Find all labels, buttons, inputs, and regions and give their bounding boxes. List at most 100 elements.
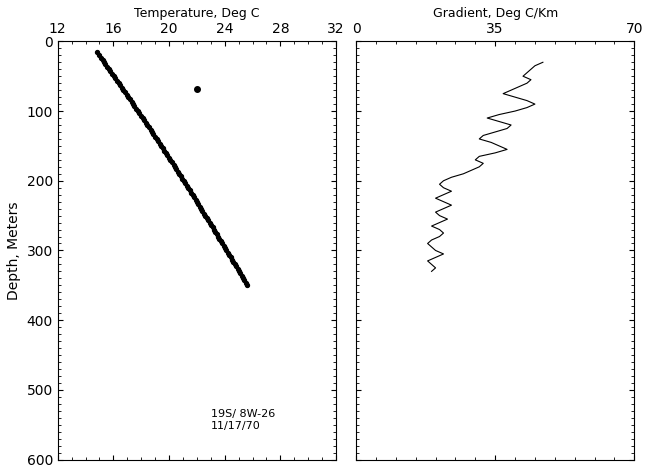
Point [203,217,214,224]
Point [110,75,120,82]
Point [129,103,140,110]
Point [164,154,174,162]
Point [115,82,125,89]
Point [233,267,244,275]
Point [185,186,195,194]
Point [102,63,112,71]
Point [205,219,215,227]
Point [148,130,159,138]
Point [166,158,177,166]
Point [96,54,107,62]
Text: 19S/ 8W-26
11/17/70: 19S/ 8W-26 11/17/70 [211,409,275,431]
Point [220,245,230,252]
Point [128,100,138,108]
Point [190,196,201,203]
Point [138,116,149,124]
Point [151,135,162,143]
Point [150,133,161,141]
Point [179,177,189,185]
Point [207,224,218,231]
Point [214,235,224,242]
Point [100,60,110,68]
Point [142,121,153,129]
Point [180,179,190,187]
Point [131,105,142,113]
Point [193,200,203,208]
Point [123,93,133,101]
Point [200,212,211,219]
Point [222,249,233,256]
Point [177,175,188,182]
Point [188,193,199,200]
Point [125,95,135,103]
Point [227,256,237,263]
Point [239,276,250,284]
Point [109,72,119,80]
Point [161,149,171,157]
Point [162,151,172,159]
X-axis label: Temperature, Deg C: Temperature, Deg C [134,7,259,20]
Point [228,258,239,266]
Point [206,221,216,228]
Point [133,107,143,115]
Point [187,191,198,199]
Point [146,126,156,133]
Point [112,77,122,85]
Point [226,254,236,261]
Point [183,184,194,191]
Point [168,161,179,169]
Point [209,226,219,233]
Point [159,147,170,154]
Point [170,163,180,171]
Point [216,238,226,245]
Point [197,207,207,215]
Point [192,198,202,206]
Point [156,142,166,150]
Point [118,86,129,94]
Y-axis label: Depth, Meters: Depth, Meters [7,201,21,300]
Point [217,240,228,247]
Point [126,98,136,106]
Point [199,210,209,218]
Point [186,189,196,196]
Point [103,66,114,73]
Point [157,144,168,152]
Point [195,203,205,210]
Point [140,119,151,127]
Point [122,91,132,99]
X-axis label: Gradient, Deg C/Km: Gradient, Deg C/Km [432,7,558,20]
Point [113,79,124,87]
Point [213,233,224,240]
Point [224,252,235,259]
Point [229,261,240,268]
Point [181,182,192,190]
Point [176,172,186,180]
Point [235,270,245,277]
Point [165,156,176,164]
Point [153,137,163,145]
Point [240,279,251,287]
Point [136,112,146,120]
Point [242,282,252,289]
Point [134,109,144,117]
Point [120,88,130,96]
Point [155,140,165,148]
Point [171,165,181,173]
Point [92,48,102,56]
Point [231,263,241,270]
Point [221,247,231,254]
Point [137,114,148,122]
Point [210,228,220,236]
Point [212,231,222,238]
Point [238,275,248,282]
Point [99,58,109,66]
Point [196,205,207,212]
Point [202,214,212,221]
Point [147,128,157,136]
Point [105,67,116,75]
Point [144,124,154,131]
Point [173,168,183,175]
Point [117,84,127,92]
Point [174,170,185,178]
Point [98,57,108,64]
